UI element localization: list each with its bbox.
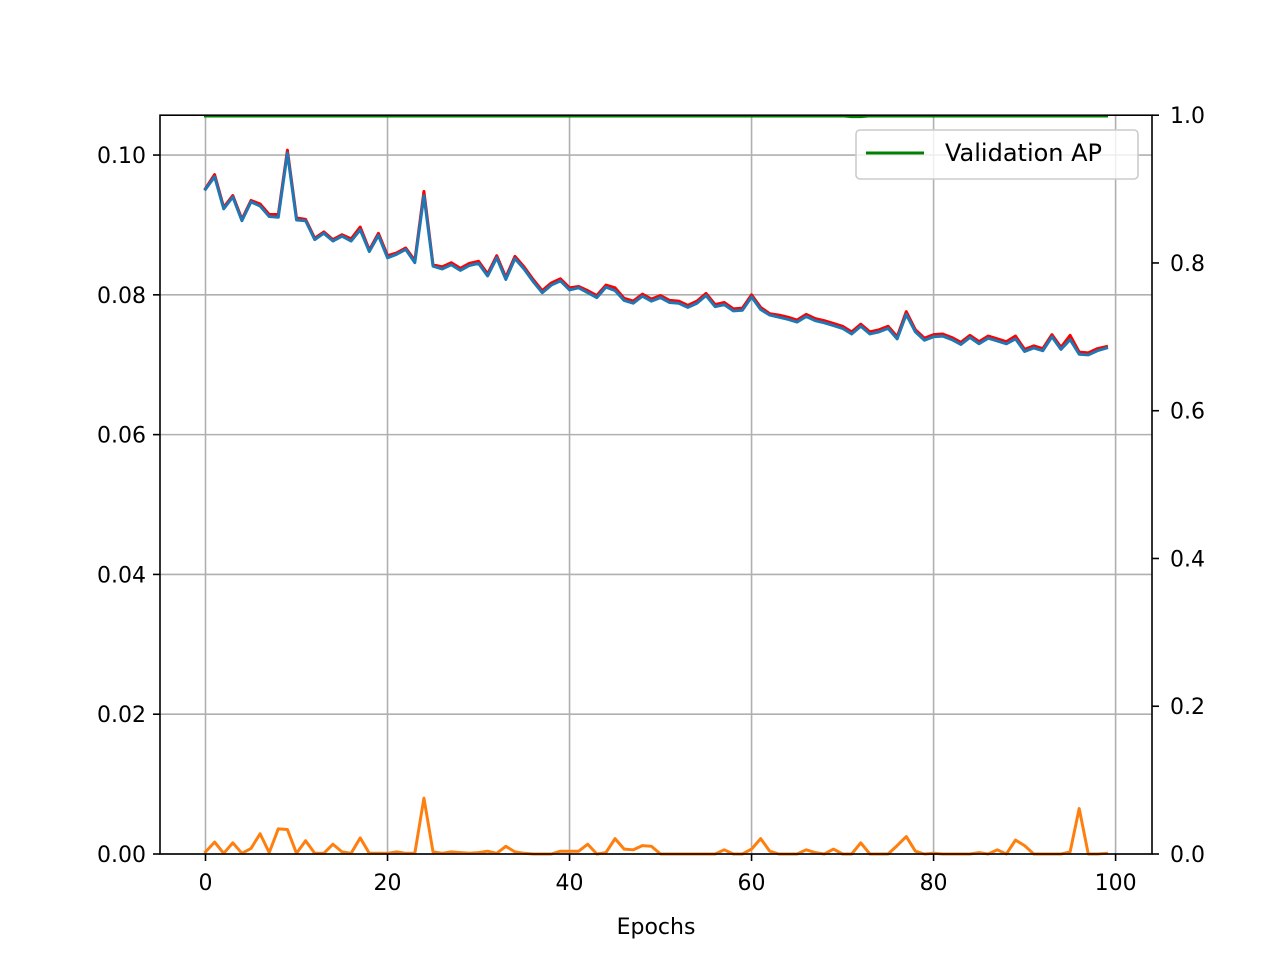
y-right-tick-label: 0.2	[1170, 695, 1205, 720]
y-right-tick-label: 0.0	[1170, 843, 1205, 868]
x-tick-label: 40	[556, 871, 584, 896]
y-tick-label: 0.06	[97, 424, 146, 449]
x-tick-label: 80	[920, 871, 948, 896]
legend: Validation AP	[855, 129, 1139, 180]
grid	[160, 115, 1152, 855]
y-tick-label: 0.08	[97, 284, 146, 309]
x-tick-label: 100	[1095, 871, 1137, 896]
y-tick-label: 0.04	[97, 563, 146, 588]
y-right-tick-label: 0.4	[1170, 547, 1205, 572]
y-right-tick-label: 1.0	[1170, 104, 1205, 129]
plot-frame	[159, 114, 1153, 855]
y-right-tick-label: 0.6	[1170, 400, 1205, 425]
x-tick-label: 60	[738, 871, 766, 896]
axis-ticks: 0 20 40 60 80 100 0.00 0.02 0.04 0.06 0.08 0.10 0.0 0…	[97, 104, 1205, 896]
legend-label-validation-ap: Validation AP	[945, 139, 1102, 167]
x-tick-label: 0	[199, 871, 213, 896]
series-line-validation-ap	[204, 114, 1108, 119]
y-tick-label: 0.00	[97, 843, 146, 868]
x-tick-label: 20	[374, 871, 402, 896]
x-axis-label: Epochs	[617, 915, 696, 940]
series-line-2	[203, 151, 1109, 357]
y-tick-label: 0.10	[97, 144, 146, 169]
legend-box	[855, 129, 1139, 180]
y-right-tick-label: 0.8	[1170, 252, 1205, 277]
series-line-1	[203, 148, 1109, 355]
y-tick-label: 0.02	[97, 703, 146, 728]
